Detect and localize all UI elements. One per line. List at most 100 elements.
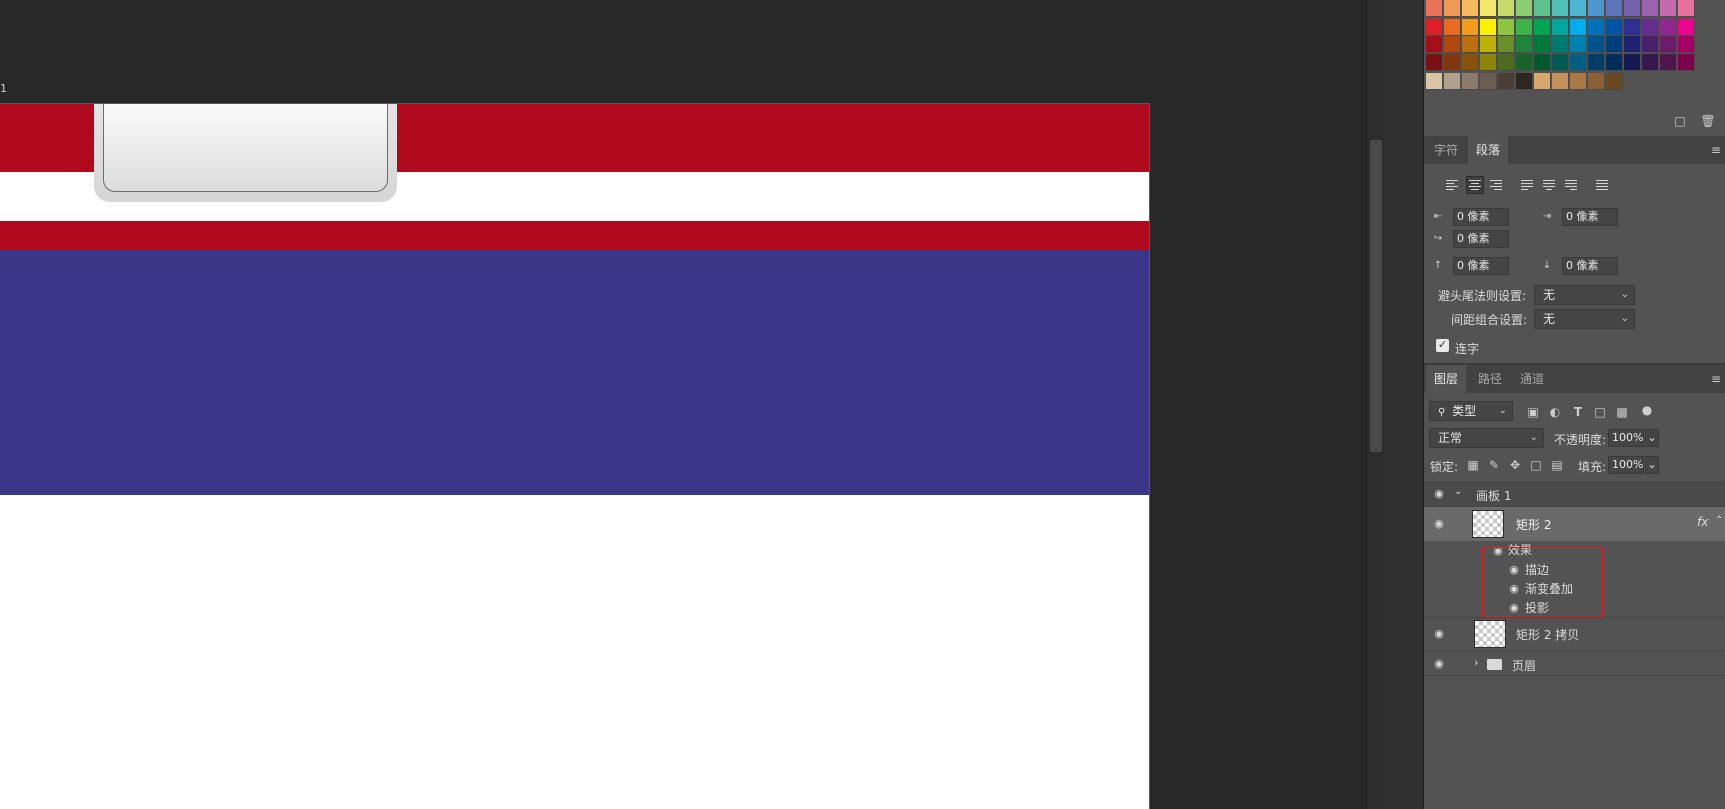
tab-paths[interactable]: 路径 — [1478, 372, 1503, 386]
color-swatch[interactable] — [1588, 36, 1605, 53]
filter-toggle-icon[interactable]: ● — [1641, 403, 1653, 417]
color-swatch[interactable] — [1570, 19, 1587, 36]
color-swatch[interactable] — [1606, 54, 1623, 71]
color-swatch[interactable] — [1516, 0, 1533, 17]
color-swatch[interactable] — [1588, 0, 1605, 17]
color-swatch[interactable] — [1660, 54, 1677, 71]
fill-field[interactable]: 100% — [1608, 456, 1644, 474]
justify-all-icon[interactable] — [1594, 176, 1612, 194]
color-swatch[interactable] — [1606, 0, 1623, 17]
color-swatch[interactable] — [1462, 54, 1479, 71]
mojikumi-select[interactable]: 无 ⌄ — [1534, 309, 1635, 329]
color-swatch[interactable] — [1462, 36, 1479, 53]
color-swatch[interactable] — [1534, 73, 1551, 90]
lock-transparent-icon[interactable]: ▦ — [1467, 458, 1479, 472]
scrollbar-thumb[interactable] — [1370, 140, 1382, 452]
effect-stroke[interactable]: 描边 — [1525, 563, 1550, 577]
justify-center-icon[interactable] — [1541, 176, 1559, 194]
vertical-scrollbar[interactable] — [1366, 0, 1384, 809]
layer-row-artboard[interactable]: ◉ ⌄ 画板 1 — [1424, 481, 1725, 506]
effect-drop-shadow[interactable]: 投影 — [1525, 601, 1550, 615]
justify-left-icon[interactable] — [1519, 176, 1537, 194]
color-swatch[interactable] — [1516, 54, 1533, 71]
tab-paragraph[interactable]: 段落 — [1468, 136, 1509, 164]
color-swatch[interactable] — [1678, 36, 1695, 53]
color-swatch[interactable] — [1498, 54, 1515, 71]
visibility-eye-icon[interactable]: ◉ — [1434, 517, 1444, 530]
opacity-dropdown[interactable]: ⌄ — [1645, 429, 1659, 447]
color-swatch[interactable] — [1642, 0, 1659, 17]
color-swatch[interactable] — [1516, 36, 1533, 53]
color-swatch[interactable] — [1624, 19, 1641, 36]
filter-pixel-icon[interactable]: ▣ — [1527, 405, 1539, 419]
fill-dropdown[interactable]: ⌄ — [1645, 456, 1659, 474]
color-swatch[interactable] — [1534, 54, 1551, 71]
effect-stroke-eye-icon[interactable]: ◉ — [1509, 563, 1519, 576]
color-swatch[interactable] — [1516, 73, 1533, 90]
color-swatch[interactable] — [1498, 0, 1515, 17]
layer-row-group[interactable]: ◉ › 页眉 — [1424, 650, 1725, 676]
swatches-grid[interactable] — [1426, 0, 1725, 92]
color-swatch[interactable] — [1678, 19, 1695, 36]
color-swatch[interactable] — [1480, 19, 1497, 36]
color-swatch[interactable] — [1624, 36, 1641, 53]
layer-row-rect2[interactable]: ◉ 矩形 2 fx ⌃ — [1424, 506, 1725, 541]
opacity-field[interactable]: 100% — [1608, 429, 1644, 447]
lock-artboard-icon[interactable]: □ — [1530, 458, 1542, 472]
blend-mode-select[interactable]: 正常 ⌄ — [1429, 428, 1544, 448]
color-swatch[interactable] — [1660, 19, 1677, 36]
lock-position-icon[interactable]: ✥ — [1509, 458, 1521, 472]
color-swatch[interactable] — [1660, 36, 1677, 53]
panel-menu-icon[interactable]: ≡ — [1710, 143, 1722, 157]
filter-adjustment-icon[interactable]: ◐ — [1549, 405, 1561, 419]
color-swatch[interactable] — [1462, 19, 1479, 36]
color-swatch[interactable] — [1570, 54, 1587, 71]
color-swatch[interactable] — [1516, 19, 1533, 36]
hyphenate-checkbox[interactable]: ✓ — [1436, 338, 1449, 352]
lock-image-icon[interactable]: ✎ — [1488, 458, 1500, 472]
trash-icon[interactable]: 🗑 — [1700, 114, 1716, 128]
space-after-field[interactable]: 0 像素 — [1562, 257, 1618, 275]
align-right-icon[interactable] — [1488, 176, 1506, 194]
canvas-workspace[interactable]: 1 — [0, 0, 1366, 809]
filter-type-icon[interactable]: T — [1573, 405, 1583, 419]
color-swatch[interactable] — [1498, 73, 1515, 90]
color-swatch[interactable] — [1480, 54, 1497, 71]
color-swatch[interactable] — [1498, 36, 1515, 53]
color-swatch[interactable] — [1642, 54, 1659, 71]
indent-first-line-field[interactable]: 0 像素 — [1453, 230, 1509, 248]
visibility-eye-icon[interactable]: ◉ — [1434, 487, 1444, 500]
color-swatch[interactable] — [1624, 54, 1641, 71]
visibility-eye-icon[interactable]: ◉ — [1434, 657, 1444, 670]
color-swatch[interactable] — [1606, 73, 1623, 90]
tab-character[interactable]: 字符 — [1434, 143, 1459, 157]
color-swatch[interactable] — [1480, 0, 1497, 17]
color-swatch[interactable] — [1624, 0, 1641, 17]
effects-collapse-icon[interactable]: ⌃ — [1715, 515, 1724, 526]
color-swatch[interactable] — [1552, 73, 1569, 90]
color-swatch[interactable] — [1570, 0, 1587, 17]
color-swatch[interactable] — [1642, 19, 1659, 36]
color-swatch[interactable] — [1678, 0, 1695, 17]
new-swatch-icon[interactable]: □ — [1674, 114, 1686, 128]
color-swatch[interactable] — [1480, 36, 1497, 53]
color-swatch[interactable] — [1462, 0, 1479, 17]
effect-gradient-eye-icon[interactable]: ◉ — [1509, 582, 1519, 595]
color-swatch[interactable] — [1606, 19, 1623, 36]
disclosure-chevron-icon[interactable]: ⌄ — [1454, 486, 1463, 497]
effect-shadow-eye-icon[interactable]: ◉ — [1509, 601, 1519, 614]
lock-all-icon[interactable]: ▤ — [1551, 458, 1563, 472]
color-swatch[interactable] — [1642, 36, 1659, 53]
tab-shape-rectangle[interactable] — [103, 104, 388, 192]
color-swatch[interactable] — [1426, 0, 1443, 17]
color-swatch[interactable] — [1570, 73, 1587, 90]
layer-filter-select[interactable]: ⚲ 类型 ⌄ — [1429, 401, 1513, 421]
tab-layers[interactable]: 图层 — [1426, 365, 1467, 393]
color-swatch[interactable] — [1480, 73, 1497, 90]
color-swatch[interactable] — [1426, 36, 1443, 53]
color-swatch[interactable] — [1444, 19, 1461, 36]
filter-smart-object-icon[interactable]: ▩ — [1616, 405, 1628, 419]
color-swatch[interactable] — [1426, 54, 1443, 71]
color-swatch[interactable] — [1588, 73, 1605, 90]
color-swatch[interactable] — [1426, 19, 1443, 36]
